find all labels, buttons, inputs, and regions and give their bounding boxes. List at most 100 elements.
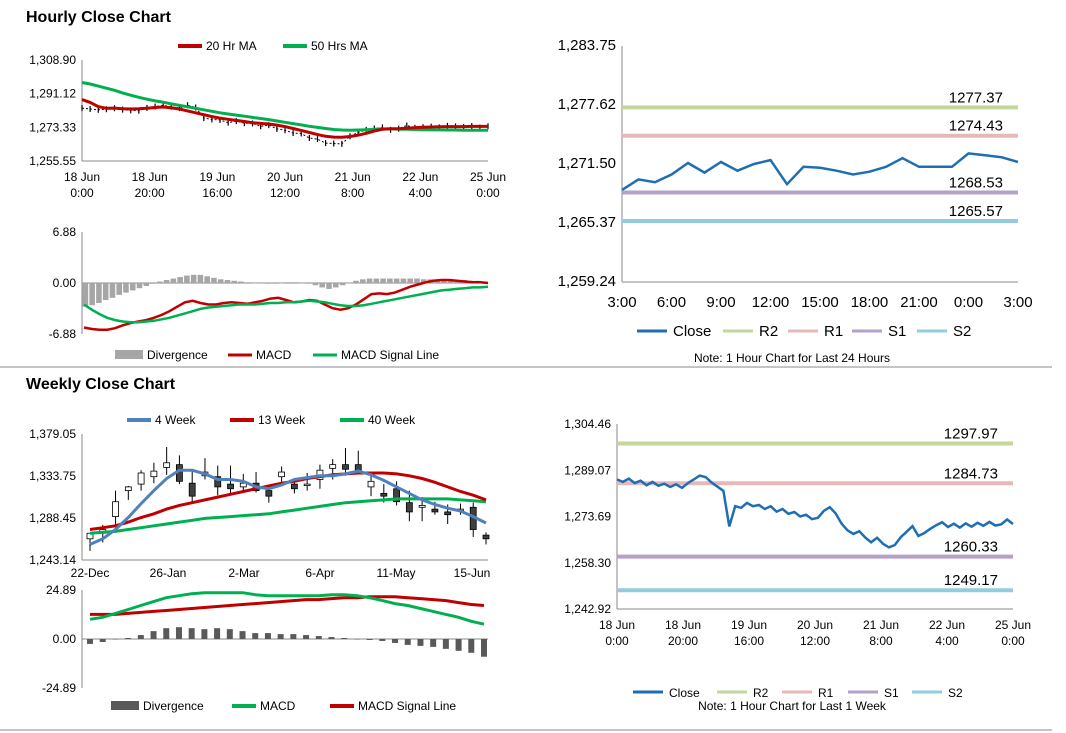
hourly-macd-divergence-bar <box>366 278 373 283</box>
weekly-macd-divergence-bar <box>87 639 93 644</box>
hourly-macd-divergence-bar <box>326 283 332 289</box>
weekly-price-candle-body <box>137 472 145 485</box>
weekly-macd-divergence-bar <box>163 628 170 639</box>
hourly-macd-divergence-bar <box>238 281 244 283</box>
hourly-macd-legend-label: Divergence <box>147 348 208 362</box>
weekly-macd-divergence-bar <box>99 639 106 642</box>
weekly-macd-divergence-bar <box>315 636 322 639</box>
weekly-price-xtick: 22-Dec <box>71 566 110 580</box>
weekly-section-title: Weekly Close Chart <box>26 376 176 393</box>
hourly-macd-divergence-bar <box>170 278 177 283</box>
hourly-macd-legend-label: MACD <box>256 348 292 362</box>
weekly-price-candle-body <box>124 486 132 491</box>
weekly-price-legend-label: 13 Week <box>258 413 306 427</box>
weekly-macd-chart: 24.89 0.00 -24.89 Divergence MACD MACD Signal… <box>42 583 488 713</box>
weekly-1w-legend-label: Close <box>669 686 700 700</box>
hourly-macd-divergence-bar <box>163 280 170 283</box>
hourly-24h-level-label-r1: 1274.43 <box>949 118 1003 135</box>
weekly-macd-legend-swatch <box>111 701 139 710</box>
weekly-price-candle-body <box>444 511 452 516</box>
hourly-price-xtick-date: 21 Jun <box>335 170 371 184</box>
weekly-1w-xtick-time: 12:00 <box>800 634 830 648</box>
weekly-price-legend-label: 4 Week <box>155 413 196 427</box>
hourly-24h-xtick: 0:00 <box>954 294 983 311</box>
hourly-24h-xtick: 6:00 <box>657 294 686 311</box>
hourly-macd-divergence-bar <box>407 278 413 283</box>
weekly-macd-divergence-bar <box>341 638 348 639</box>
hourly-macd-divergence-bar <box>143 283 150 286</box>
weekly-macd-divergence-bar <box>150 631 157 639</box>
hourly-macd-divergence-bar <box>190 274 197 283</box>
weekly-1w-xtick-date: 18 Jun <box>665 618 701 632</box>
weekly-price-xtick: 2-Mar <box>228 566 259 580</box>
weekly-price-candle-body <box>418 505 426 508</box>
hourly-price-xtick-time: 0:00 <box>476 186 500 200</box>
hourly-macd-macd-signal-line-line <box>83 285 489 324</box>
weekly-macd-divergence-bar <box>303 635 310 639</box>
weekly-1w-level-label-r2: 1297.97 <box>944 426 998 443</box>
weekly-price-candle-body <box>367 480 375 488</box>
weekly-macd-divergence-bar <box>392 639 399 643</box>
hourly-macd-divergence-bar <box>414 278 420 283</box>
hourly-macd-divergence-bar <box>82 283 89 307</box>
weekly-price-candle-body <box>239 482 247 488</box>
weekly-macd-divergence-bar <box>239 631 246 639</box>
weekly-macd-divergence-bar <box>175 627 182 639</box>
weekly-1w-xtick-date: 20 Jun <box>797 618 833 632</box>
hourly-24h-legend-label: R1 <box>824 323 843 340</box>
hourly-macd-divergence-bar <box>292 282 298 283</box>
weekly-1w-xtick-date: 19 Jun <box>731 618 767 632</box>
hourly-price-xtick-date: 25 Jun <box>470 170 506 184</box>
hourly-price-xtick-time: 12:00 <box>270 186 300 200</box>
weekly-price-xtick: 26-Jan <box>150 566 187 580</box>
hourly-24h-xtick: 3:00 <box>607 294 636 311</box>
weekly-price-candle-body <box>290 483 298 490</box>
weekly-macd-ytick: 0.00 <box>53 632 77 646</box>
weekly-macd-divergence-bar <box>112 639 119 640</box>
weekly-1w-ytick: 1,242.92 <box>564 602 611 616</box>
weekly-macd-divergence-bar <box>201 629 208 639</box>
weekly-macd-divergence-bar <box>328 637 335 639</box>
hourly-price-ytick: 1,273.33 <box>29 120 76 134</box>
weekly-macd-divergence-bar <box>252 633 259 639</box>
hourly-24h-ytick: 1,265.37 <box>558 214 616 231</box>
hourly-macd-divergence-bar <box>258 283 265 284</box>
weekly-price-ytick: 1,379.05 <box>29 427 76 441</box>
hourly-macd-divergence-bar <box>177 277 183 283</box>
hourly-macd-divergence-bar <box>272 283 278 284</box>
hourly-macd-divergence-bar <box>265 283 271 284</box>
weekly-price-candle-body <box>112 501 119 517</box>
hourly-price-xtick-date: 19 Jun <box>199 170 235 184</box>
hourly-24h-chart: 1,283.75 1,277.62 1,271.50 1,265.37 1,259.24… <box>558 37 1033 365</box>
weekly-price-candle-body <box>214 476 222 488</box>
hourly-price-xtick-time: 4:00 <box>409 186 433 200</box>
hourly-24h-level-label-s1: 1268.53 <box>949 175 1003 192</box>
weekly-price-ytick: 1,243.14 <box>29 553 76 567</box>
weekly-macd-divergence-bar <box>277 634 284 639</box>
hourly-24h-xtick: 9:00 <box>706 294 735 311</box>
weekly-1w-note: Note: 1 Hour Chart for Last 1 Week <box>698 699 887 713</box>
hourly-price-chart: 1,308.90 1,291.12 1,273.33 1,255.55 18 Jun 0:… <box>29 39 506 200</box>
weekly-1w-xtick-date: 18 Jun <box>599 618 635 632</box>
weekly-macd-macd-signal-line-line <box>90 595 485 616</box>
weekly-1w-xtick-time: 8:00 <box>869 634 893 648</box>
hourly-price-xtick-time: 20:00 <box>135 186 165 200</box>
hourly-macd-divergence-bar <box>319 283 325 288</box>
weekly-price-candle-body <box>329 464 337 469</box>
hourly-macd-divergence-bar <box>245 282 251 283</box>
weekly-macd-divergence-bar <box>137 635 144 639</box>
weekly-price-candle-body <box>227 483 234 490</box>
weekly-1w-level-label-s1: 1260.33 <box>944 539 998 556</box>
weekly-macd-divergence-bar <box>430 639 437 647</box>
weekly-1w-level-label-r1: 1284.73 <box>944 465 998 482</box>
weekly-price-candle-body <box>86 532 94 540</box>
weekly-1w-xtick-time: 16:00 <box>734 634 764 648</box>
weekly-macd-divergence-bar <box>468 639 475 653</box>
hourly-macd-divergence-bar <box>157 281 163 283</box>
hourly-macd-legend-swatch <box>115 350 143 359</box>
weekly-price-candle-body <box>482 534 490 540</box>
weekly-macd-divergence-bar <box>442 639 449 649</box>
hourly-macd-divergence-bar <box>299 283 305 284</box>
hourly-macd-divergence-bar <box>380 278 386 283</box>
hourly-price-xtick-date: 20 Jun <box>267 170 303 184</box>
